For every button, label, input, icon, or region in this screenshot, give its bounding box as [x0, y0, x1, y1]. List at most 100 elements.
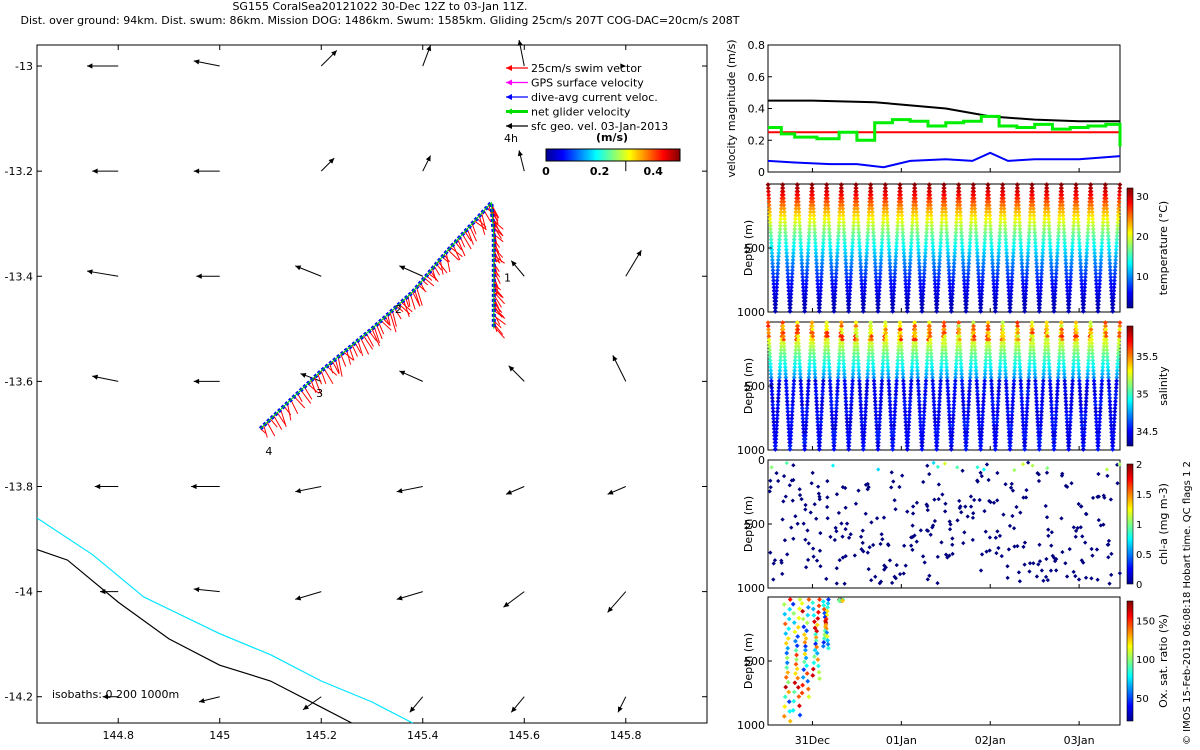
temperature-point: [1006, 284, 1011, 290]
salinity-point: [976, 416, 982, 421]
temperature-point: [847, 281, 853, 287]
temperature-point: [922, 257, 928, 263]
panel-y-tick-label: 0.2: [748, 134, 766, 147]
temperature-point: [817, 291, 823, 297]
salinity-point: [966, 402, 971, 408]
salinity-point: [849, 385, 855, 391]
swim-vector: [360, 337, 370, 355]
salinity-point: [922, 392, 928, 397]
temperature-point: [802, 305, 808, 311]
legend-arrowhead: [506, 108, 512, 115]
geo-vector-head: [300, 373, 307, 378]
temperature-point: [957, 206, 963, 212]
geo-vector-arrow: [517, 39, 525, 67]
salinity-point: [923, 375, 929, 380]
salinity-point: [879, 375, 885, 380]
temperature-point: [994, 281, 1000, 287]
panel-x-tick-label: 31Dec: [795, 734, 830, 747]
salinity-point: [785, 412, 791, 418]
salinity-point: [990, 409, 996, 415]
temperature-point: [1010, 264, 1015, 270]
temperature-point: [927, 192, 933, 198]
temperature-point: [986, 189, 991, 194]
salinity-point: [1009, 412, 1015, 418]
salinity-point: [907, 402, 913, 408]
salinity-point: [905, 443, 910, 449]
net-glider-track: [259, 201, 495, 430]
temperature-point: [895, 209, 901, 215]
salinity-point: [982, 371, 988, 377]
salinity-point: [785, 416, 791, 421]
panel-y-tick-label: 0.8: [748, 39, 766, 52]
panel-y-tick-label: 0: [758, 454, 765, 467]
salinity-point: [819, 405, 825, 411]
salinity-point: [989, 385, 995, 391]
salinity-point: [873, 419, 879, 425]
swim-vector: [493, 249, 500, 262]
velocity-series-0: [768, 99, 1120, 123]
salinity-point: [921, 419, 927, 425]
temperature-point: [821, 226, 827, 232]
salinity-point: [791, 375, 797, 380]
salinity-point: [975, 405, 981, 411]
temperature-point: [845, 288, 850, 294]
panel-colorbar: [1126, 463, 1134, 585]
salinity-point: [802, 443, 808, 449]
salinity-point: [996, 378, 1002, 384]
salinity-point: [859, 422, 865, 428]
salinity-point: [920, 433, 926, 439]
salinity-point: [887, 399, 893, 404]
salinity-point: [892, 416, 897, 421]
salinity-point: [967, 381, 973, 387]
temperature-point: [950, 274, 956, 280]
salinity-point: [1022, 443, 1028, 449]
salinity-point: [820, 388, 826, 394]
temperature-point: [903, 284, 909, 290]
swim-vector: [293, 396, 306, 409]
temperature-point: [961, 274, 967, 280]
salinity-point: [849, 388, 855, 394]
salinity-point: [872, 388, 878, 394]
salinity-point: [819, 395, 825, 401]
salinity-point: [1019, 395, 1025, 401]
salinity-point: [892, 402, 898, 408]
salinity-point: [908, 378, 914, 384]
temperature-point: [1001, 209, 1007, 215]
temperature-point: [914, 216, 920, 222]
salinity-point: [844, 416, 850, 421]
temperature-point: [987, 209, 993, 215]
swim-vector: [371, 328, 380, 347]
salinity-point: [975, 392, 980, 397]
salinity-point: [902, 399, 907, 404]
salinity-point: [961, 416, 967, 421]
temperature-point: [961, 278, 967, 283]
salinity-point: [989, 381, 994, 387]
temperature-point: [795, 195, 801, 201]
temperature-point: [846, 302, 852, 307]
salinity-point: [1014, 320, 1020, 326]
header-line-2: Dist. over ground: 94km. Dist. swum: 86k…: [20, 14, 740, 27]
swim-vector: [416, 287, 423, 306]
track-label-3: 3: [316, 387, 323, 400]
temperature-point: [885, 230, 891, 235]
salinity-point: [799, 392, 804, 397]
temperature-point: [863, 271, 868, 277]
geo-vector-arrow: [617, 696, 627, 713]
temperature-point: [785, 267, 791, 273]
salinity-point: [917, 419, 923, 425]
temperature-point: [844, 271, 849, 277]
temperature-point: [921, 274, 927, 280]
speed-colorbar-bar: [545, 148, 681, 162]
salinity-point: [783, 371, 789, 377]
salinity-point: [842, 378, 848, 384]
temperature-point: [964, 295, 970, 301]
panel-x-tick-label: 03Jan: [1064, 734, 1095, 747]
temperature-point: [890, 305, 896, 311]
temperature-point: [805, 254, 811, 259]
temperature-point: [877, 274, 883, 280]
temperature-point: [847, 288, 853, 294]
temperature-point: [1011, 233, 1017, 239]
salinity-point: [806, 371, 812, 377]
temperature-point: [888, 284, 894, 290]
salinity-point: [995, 405, 1001, 411]
